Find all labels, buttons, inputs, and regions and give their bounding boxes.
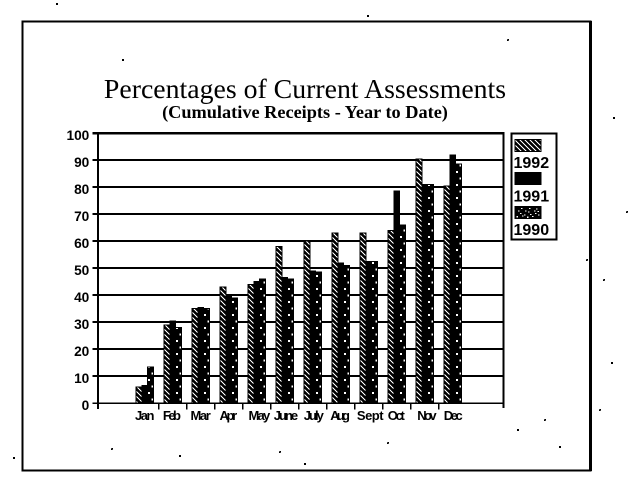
- svg-text:Sept: Sept: [357, 408, 384, 423]
- svg-text:10: 10: [74, 371, 90, 386]
- svg-text:40: 40: [74, 290, 90, 305]
- svg-text:20: 20: [74, 344, 90, 359]
- svg-text:Oct: Oct: [388, 408, 406, 423]
- svg-text:50: 50: [74, 263, 90, 278]
- svg-text:70: 70: [74, 209, 90, 224]
- svg-text:May: May: [249, 408, 271, 423]
- svg-text:Feb: Feb: [163, 408, 181, 423]
- svg-text:1990: 1990: [514, 222, 550, 239]
- svg-text:Mar: Mar: [191, 408, 211, 423]
- svg-text:100: 100: [66, 128, 89, 143]
- svg-text:90: 90: [74, 155, 90, 170]
- svg-text:30: 30: [74, 317, 90, 332]
- svg-text:0: 0: [82, 398, 90, 413]
- svg-text:June: June: [274, 408, 298, 423]
- svg-text:60: 60: [74, 236, 90, 251]
- svg-text:Dec: Dec: [444, 408, 463, 423]
- svg-text:Nov: Nov: [417, 408, 437, 423]
- svg-text:1991: 1991: [514, 189, 550, 206]
- svg-text:80: 80: [74, 182, 90, 197]
- svg-text:(Cumulative Receipts - Year to: (Cumulative Receipts - Year to Date): [162, 102, 448, 123]
- svg-text:Jan: Jan: [135, 408, 154, 423]
- svg-text:Percentages of Current Assessm: Percentages of Current Assessments: [104, 74, 506, 105]
- svg-text:Apr: Apr: [220, 408, 238, 423]
- svg-text:July: July: [304, 408, 325, 423]
- svg-text:Aug: Aug: [330, 408, 350, 423]
- svg-text:1992: 1992: [514, 155, 550, 172]
